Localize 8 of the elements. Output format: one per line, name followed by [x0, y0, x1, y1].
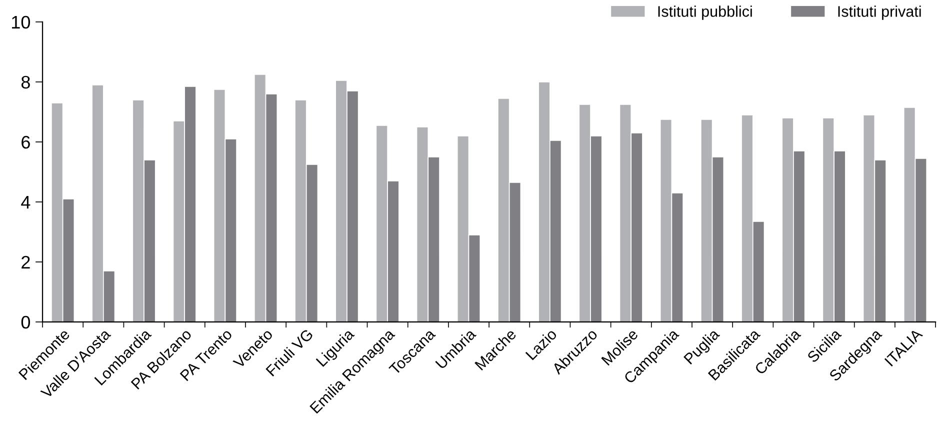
- y-tick-label: 2: [22, 256, 30, 268]
- legend-label: Istituti privati: [838, 6, 921, 20]
- y-tick-label: 0: [21, 316, 30, 329]
- y-tick-label: 4: [21, 196, 30, 208]
- y-tick-label: 10: [12, 16, 30, 29]
- y-tick-label: 6: [22, 136, 30, 149]
- y-tick-label: 8: [21, 76, 30, 89]
- legend-label: Istituti pubblici: [658, 6, 752, 20]
